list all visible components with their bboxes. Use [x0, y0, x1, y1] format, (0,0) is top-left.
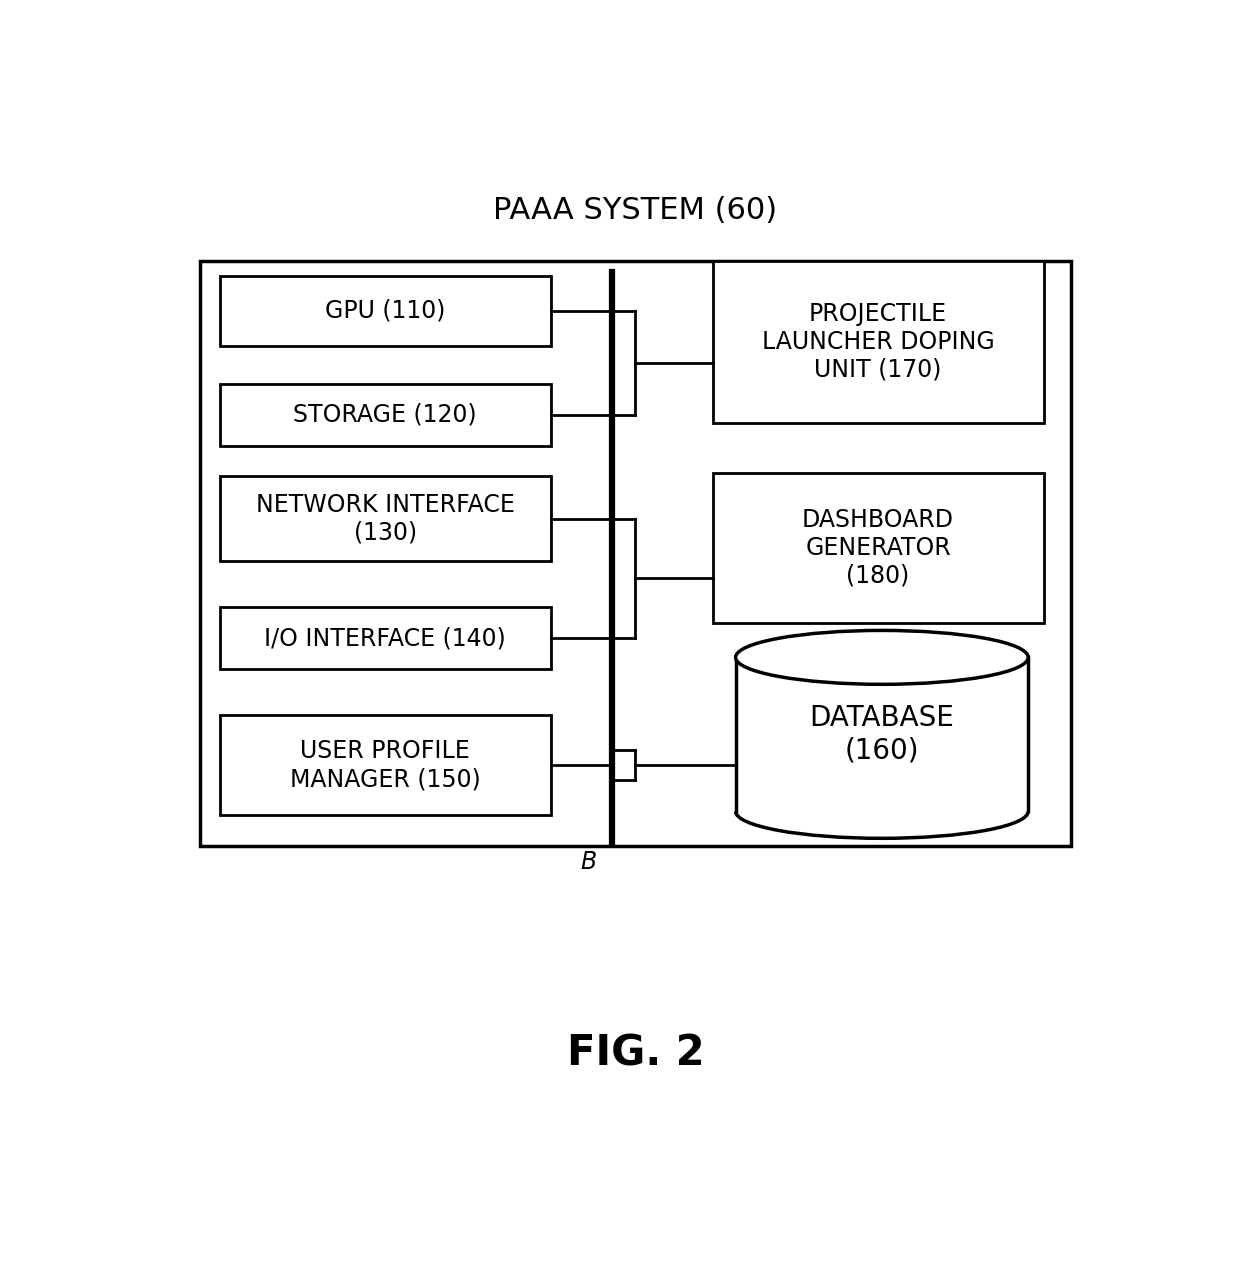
Ellipse shape [735, 630, 1028, 684]
Bar [219, 276, 551, 345]
Bar [219, 477, 551, 562]
Bar [219, 608, 551, 668]
Text: NETWORK INTERFACE
(130): NETWORK INTERFACE (130) [255, 493, 515, 545]
Text: DATABASE
(160): DATABASE (160) [810, 705, 955, 765]
Text: DASHBOARD
GENERATOR
(180): DASHBOARD GENERATOR (180) [802, 507, 954, 587]
Bar [219, 384, 551, 446]
Bar [201, 260, 1070, 846]
Text: PROJECTILE
LAUNCHER DOPING
UNIT (170): PROJECTILE LAUNCHER DOPING UNIT (170) [761, 301, 994, 381]
Bar [219, 715, 551, 815]
Text: B: B [580, 850, 596, 873]
Bar [713, 473, 1044, 622]
Bar [735, 657, 1028, 811]
Text: STORAGE (120): STORAGE (120) [294, 403, 477, 426]
Text: PAAA SYSTEM (60): PAAA SYSTEM (60) [494, 196, 777, 225]
Text: I/O INTERFACE (140): I/O INTERFACE (140) [264, 626, 506, 650]
Text: USER PROFILE
MANAGER (150): USER PROFILE MANAGER (150) [290, 739, 481, 791]
Text: GPU (110): GPU (110) [325, 299, 445, 323]
Text: FIG. 2: FIG. 2 [567, 1033, 704, 1075]
Bar [713, 260, 1044, 422]
